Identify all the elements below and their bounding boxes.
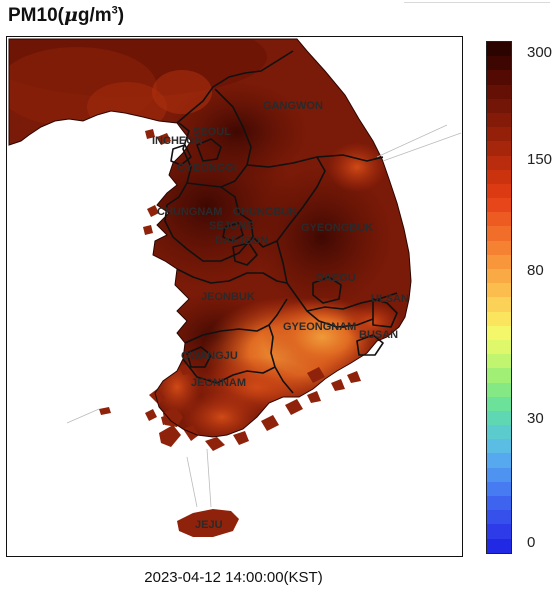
colorbar-segment bbox=[487, 269, 511, 284]
colorbar-segment bbox=[487, 112, 511, 128]
colorbar-segment bbox=[487, 496, 511, 511]
colorbar-segment bbox=[487, 127, 511, 142]
colorbar-segment bbox=[487, 524, 511, 539]
colorbar-segment bbox=[487, 481, 511, 496]
label-jeonnam: JEONNAM bbox=[191, 377, 246, 389]
colorbar-segment bbox=[487, 141, 511, 156]
colorbar-tick-label: 300 bbox=[527, 44, 553, 61]
colorbar-segment bbox=[487, 283, 511, 298]
colorbar-segment bbox=[487, 254, 511, 269]
label-incheon: INCHEON bbox=[152, 135, 203, 147]
colorbar-tick-label: 0 bbox=[527, 534, 536, 551]
unit-body: g/m bbox=[77, 5, 112, 26]
label-chungnam: CHUNGNAM bbox=[157, 206, 222, 218]
unit-close: ) bbox=[117, 5, 125, 26]
label-chungbuk: CHUNGBUK bbox=[233, 206, 297, 218]
colorbar-segment bbox=[487, 183, 511, 199]
colorbar-segment bbox=[487, 198, 511, 213]
colorbar-segment bbox=[487, 339, 511, 355]
province-boundaries bbox=[164, 50, 398, 394]
colorbar-segment bbox=[487, 538, 511, 553]
colorbar-segment bbox=[487, 297, 511, 312]
unit-open: ( bbox=[57, 5, 64, 26]
region-labels: GANGWON INCHEON SEOUL GYEONGGI CHUNGNAM … bbox=[152, 100, 409, 531]
label-gyeonggi: GYEONGGI bbox=[177, 162, 237, 174]
label-jeju: JEJU bbox=[195, 519, 223, 531]
colorbar-segment bbox=[487, 98, 511, 113]
unit-label: (μg/m3) bbox=[57, 4, 125, 26]
label-sejong: SEJONG bbox=[209, 220, 255, 232]
colorbar-segment bbox=[487, 226, 511, 241]
colorbar-segment bbox=[487, 382, 511, 397]
colorbar-tick-label: 150 bbox=[527, 151, 553, 168]
map-title: PM10(μg/m3) bbox=[8, 4, 124, 27]
label-daejeon: DAEJEON bbox=[215, 235, 268, 247]
label-gyeongbuk: GYEONGBUK bbox=[301, 222, 373, 234]
label-daegu: DAEGU bbox=[316, 272, 356, 284]
map-panel: GANGWON INCHEON SEOUL GYEONGGI CHUNGNAM … bbox=[6, 36, 463, 557]
timestamp-label: 2023-04-12 14:00:00(KST) bbox=[144, 569, 323, 586]
label-gangwon: GANGWON bbox=[263, 100, 323, 112]
colorbar-segment bbox=[487, 453, 511, 468]
jeju-island bbox=[177, 509, 239, 537]
colorbar-segment bbox=[487, 325, 511, 340]
offshore-lines bbox=[66, 124, 462, 508]
colorbar-segment bbox=[487, 212, 511, 227]
colorbar-segment bbox=[487, 354, 511, 369]
colorbar-segment bbox=[487, 155, 511, 170]
label-gwangju: GWANGJU bbox=[181, 350, 238, 362]
unit-sup: 3 bbox=[111, 4, 118, 17]
colorbar-segment bbox=[487, 42, 511, 57]
unit-mu: μ bbox=[63, 4, 78, 26]
top-divider bbox=[404, 2, 550, 3]
colorbar-segment bbox=[487, 439, 511, 454]
colorbar-segment bbox=[487, 56, 511, 71]
colorbar-segment bbox=[487, 70, 511, 85]
pollutant-name: PM10 bbox=[8, 5, 58, 26]
label-seoul: SEOUL bbox=[193, 126, 231, 138]
colorbar-tick-label: 30 bbox=[527, 410, 544, 427]
colorbar-segment bbox=[487, 410, 511, 426]
colorbar-segment bbox=[487, 84, 511, 99]
label-jeonbuk: JEONBUK bbox=[201, 291, 255, 303]
colorbar-segment bbox=[487, 510, 511, 525]
colorbar-segment bbox=[487, 425, 511, 440]
label-gyeongnam: GYEONGNAM bbox=[283, 321, 356, 333]
colorbar bbox=[486, 41, 512, 554]
label-ulsan: ULSAN bbox=[371, 293, 409, 305]
label-busan: BUSAN bbox=[359, 329, 398, 341]
colorbar-segment bbox=[487, 169, 511, 184]
coastal-islands bbox=[99, 129, 361, 451]
colorbar-tick-label: 80 bbox=[527, 262, 544, 279]
colorbar-segment bbox=[487, 311, 511, 326]
colorbar-segment bbox=[487, 240, 511, 255]
korea-map: GANGWON INCHEON SEOUL GYEONGGI CHUNGNAM … bbox=[8, 38, 462, 537]
colorbar-segment bbox=[487, 396, 511, 411]
colorbar-segment bbox=[487, 467, 511, 482]
colorbar-segment bbox=[487, 368, 511, 383]
